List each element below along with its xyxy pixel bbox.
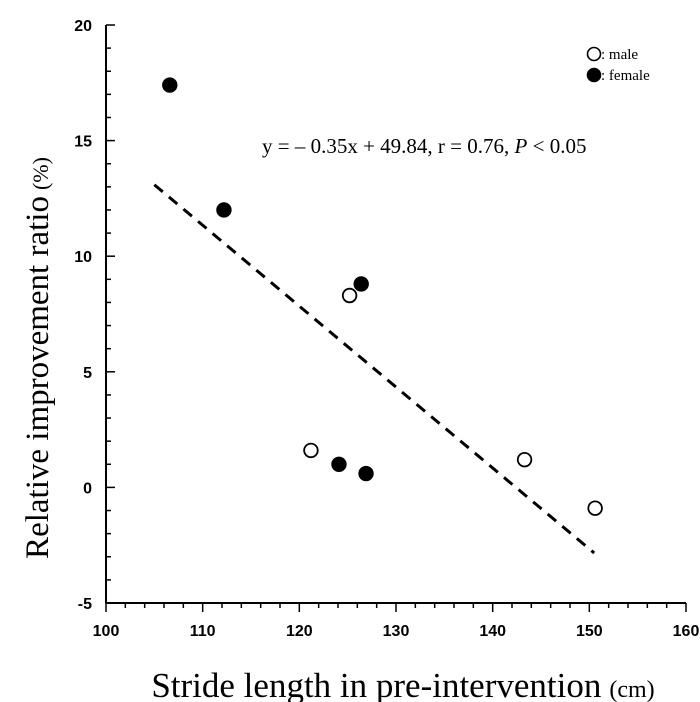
x-tick-label: 130 — [383, 623, 410, 640]
y-axis-title-text: Relative improvement ratio — [20, 196, 56, 559]
regression-p-symbol: P — [514, 134, 528, 158]
x-tick-label: 120 — [286, 623, 313, 640]
female-data-point — [162, 77, 178, 93]
regression-p-threshold: < 0.05 — [527, 134, 586, 158]
x-axis-title-text: Stride length in pre-intervention — [151, 666, 601, 702]
x-tick-label: 160 — [673, 623, 700, 640]
female-data-point — [331, 456, 347, 472]
female-data-point — [216, 202, 232, 218]
x-axis-title: Stride length in pre-intervention (cm) — [151, 666, 654, 702]
x-tick-label: 150 — [576, 623, 603, 640]
male-data-point — [341, 287, 358, 304]
y-tick-label: -5 — [78, 596, 92, 613]
legend: : male : female — [586, 46, 650, 84]
y-axis-title-unit: (%) — [28, 157, 53, 190]
y-tick-labels: -5 0 5 10 15 20 — [74, 18, 92, 613]
x-ticks — [105, 603, 687, 612]
axes — [105, 25, 686, 604]
x-tick-label: 100 — [93, 623, 120, 640]
legend-male-marker — [586, 46, 602, 62]
male-data-point — [303, 442, 319, 459]
y-tick-label: 15 — [74, 134, 92, 151]
x-axis-title-unit: (cm) — [609, 677, 654, 702]
data-points — [162, 77, 603, 516]
legend-female-label: : female — [601, 68, 650, 84]
x-tick-label: 110 — [190, 623, 216, 640]
y-tick-label: 20 — [74, 18, 92, 35]
y-tick-label: 0 — [83, 480, 92, 497]
y-tick-label: 5 — [83, 365, 92, 382]
y-ticks — [106, 24, 115, 604]
legend-female-marker — [586, 67, 602, 83]
female-data-point — [358, 465, 374, 482]
regression-equation: y = – 0.35x + 49.84, r = 0.76, P < 0.05 — [262, 134, 586, 158]
male-data-point — [587, 500, 603, 516]
x-tick-labels: 100 110 120 130 140 150 160 — [93, 623, 700, 640]
regression-equation-main: y = – 0.35x + 49.84, r = 0.76, — [262, 134, 515, 158]
y-tick-label: 10 — [74, 249, 92, 266]
legend-male-label: : male — [601, 47, 638, 63]
male-data-point — [516, 451, 533, 468]
y-axis-title: Relative improvement ratio (%) — [20, 157, 56, 559]
female-data-point — [353, 276, 369, 292]
regression-line — [153, 183, 596, 555]
x-tick-label: 140 — [479, 623, 506, 640]
